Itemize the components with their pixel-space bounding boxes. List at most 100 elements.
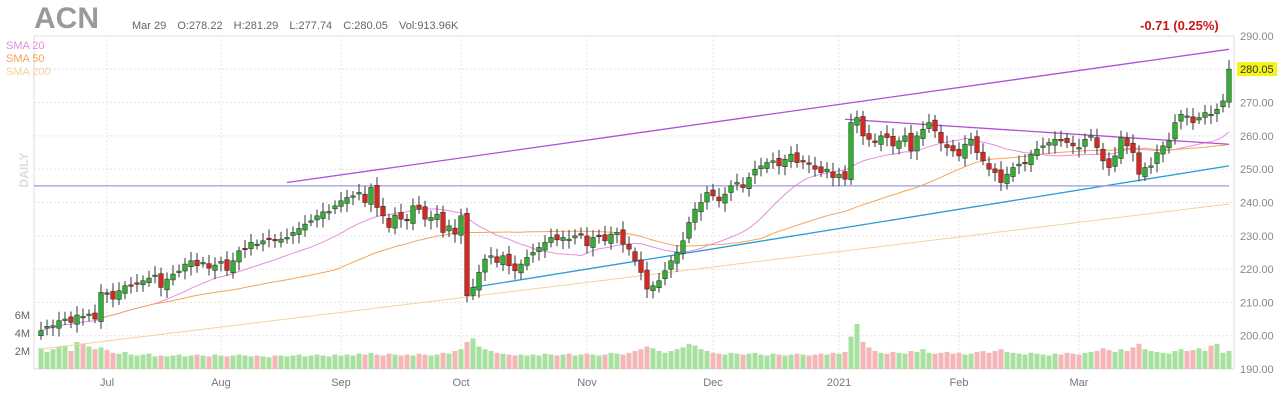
candle-up — [350, 195, 356, 198]
y-tick-label: 220.00 — [1240, 264, 1274, 276]
volume-tick-label: 6M — [15, 310, 30, 322]
candle-up — [248, 242, 254, 249]
volume-bar — [608, 352, 614, 369]
legend-sma-200[interactable]: SMA 200 — [6, 66, 51, 78]
candle-down — [938, 131, 944, 143]
volume-bar — [290, 355, 296, 369]
candle-up — [1172, 122, 1178, 140]
candle-up — [116, 290, 122, 300]
indicator-legend: SMA 20 SMA 50 SMA 200 — [6, 40, 51, 79]
candle-down — [224, 259, 230, 271]
volume-bar — [212, 354, 218, 369]
candle-up — [62, 318, 68, 321]
volume-bar — [206, 356, 212, 369]
x-tick-label: Mar — [1070, 377, 1089, 389]
volume-bar — [146, 353, 152, 369]
candle-up — [314, 215, 320, 221]
volume-tick-label: 4M — [15, 328, 30, 340]
volume-bar — [878, 352, 884, 369]
candle-down — [1136, 152, 1142, 175]
candle-down — [110, 291, 116, 300]
volume-bar — [800, 354, 806, 369]
candle-down — [602, 234, 608, 242]
x-tick-label: Aug — [211, 377, 231, 389]
volume-bar — [1028, 352, 1034, 369]
candle-down — [806, 162, 812, 165]
volume-bar — [188, 355, 194, 369]
candle-up — [446, 225, 452, 232]
candle-down — [884, 133, 890, 138]
candle-up — [728, 185, 734, 193]
volume-bar — [434, 354, 440, 369]
volume-bar — [338, 355, 344, 369]
volume-bar — [116, 353, 122, 369]
volume-bar — [686, 343, 692, 369]
candle-up — [566, 238, 572, 241]
volume-bar — [254, 355, 260, 369]
volume-bar — [440, 352, 446, 369]
volume-bar — [458, 349, 464, 369]
candle-down — [92, 312, 98, 320]
volume-bar — [902, 353, 908, 369]
candle-up — [368, 187, 374, 205]
x-tick-label: 2021 — [827, 377, 851, 389]
candle-up — [674, 252, 680, 264]
volume-bar — [854, 324, 860, 369]
volume-bar — [632, 351, 638, 369]
volume-bar — [314, 354, 320, 369]
candle-up — [230, 260, 236, 273]
candle-up — [572, 235, 578, 239]
volume-bar — [848, 336, 854, 369]
volume-bar — [98, 347, 104, 369]
candle-down — [776, 157, 782, 167]
volume-bar — [1016, 353, 1022, 369]
candle-down — [404, 218, 410, 222]
volume-bar — [464, 342, 470, 369]
volume-bar — [308, 355, 314, 369]
volume-bar — [662, 352, 668, 369]
candle-up — [704, 192, 710, 203]
high-value: H:281.29 — [233, 20, 279, 32]
volume-bar — [470, 338, 476, 369]
candle-up — [896, 140, 902, 149]
volume-bar — [284, 356, 290, 369]
candle-up — [608, 233, 614, 244]
volume-bar — [764, 355, 770, 369]
volume-bar — [500, 353, 506, 369]
y-tick-label: 210.00 — [1240, 297, 1274, 309]
candle-up — [1208, 113, 1214, 117]
volume-bar — [806, 355, 812, 369]
candle-up — [488, 255, 494, 258]
candle-up — [1034, 148, 1040, 156]
volume-bar — [1082, 352, 1088, 369]
volume-bar — [260, 356, 266, 369]
x-tick-label: Sep — [331, 377, 351, 389]
volume-bar — [122, 351, 128, 369]
volume-bar — [896, 352, 902, 369]
candle-down — [266, 237, 272, 240]
volume-bar — [1052, 353, 1058, 369]
candle-up — [260, 240, 266, 245]
candle-up — [650, 285, 656, 291]
candle-down — [860, 116, 866, 137]
legend-sma-50[interactable]: SMA 50 — [6, 53, 45, 65]
legend-sma-20[interactable]: SMA 20 — [6, 40, 45, 52]
candle-down — [986, 163, 992, 170]
candle-up — [1052, 138, 1058, 146]
volume-bar — [170, 355, 176, 369]
x-tick-label: Feb — [950, 377, 969, 389]
volume-bar — [578, 354, 584, 369]
volume-bar — [752, 352, 758, 369]
candle-down — [890, 135, 896, 147]
candle-up — [536, 247, 542, 253]
volume-bar — [1190, 350, 1196, 369]
candle-up — [1082, 138, 1088, 147]
volume-bar — [554, 355, 560, 369]
candle-up — [1010, 167, 1016, 177]
candle-down — [710, 189, 716, 197]
volume-bar — [656, 351, 662, 369]
volume-bar — [446, 353, 452, 369]
candle-down — [422, 206, 428, 220]
candle-up — [326, 211, 332, 214]
candle-down — [1106, 158, 1112, 168]
